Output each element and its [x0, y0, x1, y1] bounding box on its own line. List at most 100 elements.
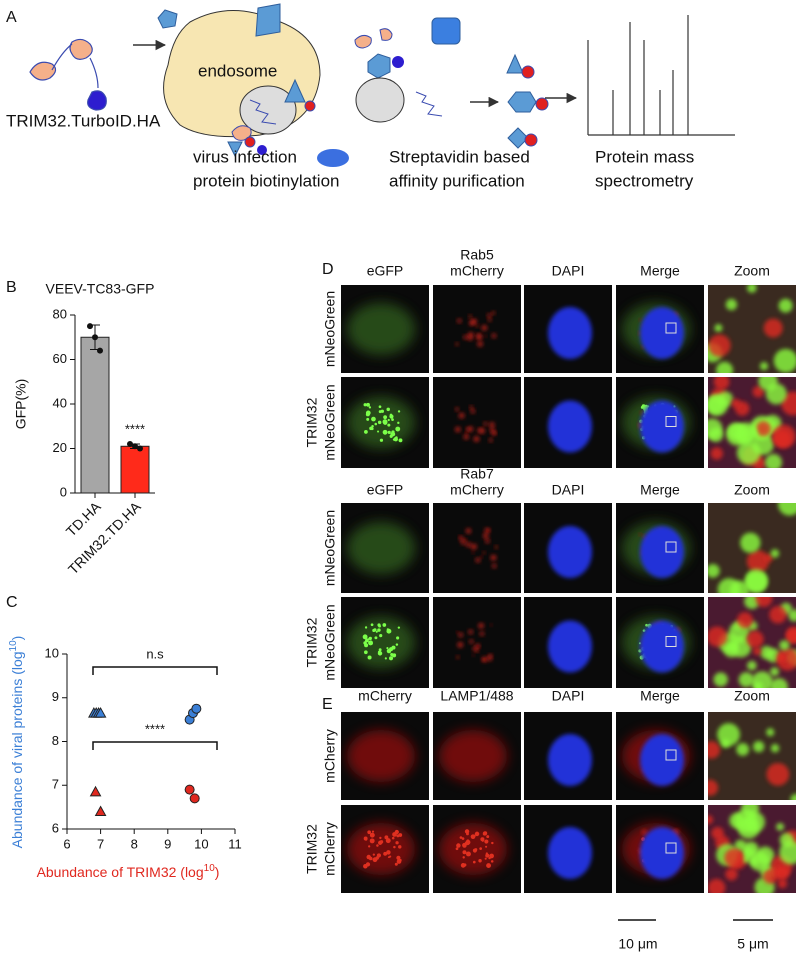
- puncta: [397, 626, 401, 629]
- puncta: [484, 857, 487, 860]
- puncta: [489, 438, 493, 442]
- zoom-puncta: [773, 348, 796, 373]
- x-tick-label: 11: [228, 836, 242, 851]
- puncta: [471, 543, 477, 550]
- puncta: [386, 839, 389, 842]
- puncta: [461, 837, 465, 840]
- micrograph-content: [708, 285, 796, 373]
- puncta: [465, 528, 471, 534]
- puncta: [456, 631, 459, 634]
- puncta: [380, 409, 385, 413]
- puncta: [369, 832, 375, 838]
- puncta: [455, 847, 459, 851]
- data-point: [97, 347, 103, 354]
- micrograph-content: [347, 823, 415, 875]
- puncta: [487, 318, 492, 322]
- puncta: [455, 407, 459, 411]
- puncta: [374, 422, 378, 426]
- cell-signal: [347, 616, 415, 669]
- zoom-puncta: [778, 503, 796, 516]
- nucleus: [548, 526, 592, 578]
- puncta: [645, 623, 648, 627]
- puncta: [379, 634, 383, 638]
- data-point: [132, 443, 138, 450]
- micrograph-content: [548, 400, 592, 453]
- puncta: [456, 843, 461, 848]
- panel-label: A: [6, 9, 17, 26]
- zoom-puncta: [790, 793, 796, 800]
- micrograph-content: [347, 616, 415, 669]
- zoom-puncta: [736, 440, 761, 465]
- puncta: [491, 431, 496, 436]
- micrograph-content: [347, 522, 415, 574]
- nucleus: [548, 827, 592, 879]
- zoom-puncta: [759, 361, 769, 371]
- micrograph-content: [548, 307, 592, 359]
- puncta: [458, 632, 463, 638]
- puncta: [474, 831, 480, 837]
- zoom-puncta: [788, 609, 796, 622]
- row-label: mNeoGreen: [322, 384, 338, 460]
- cell-signal: [347, 522, 415, 574]
- row-label: mCherry: [322, 729, 338, 783]
- puncta: [482, 658, 486, 662]
- puncta: [484, 335, 487, 338]
- row-label: TRIM32: [304, 824, 320, 874]
- puncta: [364, 430, 368, 434]
- zoom-puncta: [708, 395, 725, 414]
- micrograph-content: [347, 730, 415, 782]
- column-header: Zoom: [734, 482, 770, 498]
- puncta: [363, 650, 368, 655]
- cell-signal: [347, 823, 415, 875]
- step-text: affinity purification: [389, 171, 525, 190]
- puncta: [463, 335, 468, 340]
- panel-label: C: [6, 594, 18, 611]
- puncta: [363, 864, 368, 869]
- puncta: [643, 405, 646, 408]
- puncta: [459, 836, 463, 839]
- step-text: virus infection: [193, 147, 297, 166]
- cell-signal: [439, 730, 507, 782]
- puncta: [485, 845, 488, 848]
- micrograph-content: [548, 620, 592, 673]
- row-label: TRIM32: [304, 397, 320, 447]
- puncta: [490, 554, 497, 561]
- zoom-puncta: [764, 453, 783, 468]
- puncta: [392, 832, 397, 837]
- zoom-puncta: [710, 447, 723, 460]
- puncta: [641, 829, 647, 835]
- puncta: [494, 545, 498, 549]
- puncta: [368, 636, 372, 641]
- row-label: mCherry: [322, 822, 338, 876]
- puncta: [364, 838, 368, 841]
- puncta: [371, 424, 374, 428]
- puncta: [398, 845, 402, 849]
- zoom-puncta: [725, 298, 738, 311]
- puncta: [466, 542, 471, 547]
- micrograph-content: [708, 597, 796, 688]
- x-tick-label: 9: [164, 836, 171, 851]
- column-header: eGFP: [367, 263, 404, 279]
- puncta: [386, 647, 389, 650]
- puncta: [455, 426, 461, 433]
- nucleus: [640, 620, 684, 673]
- puncta: [488, 654, 493, 658]
- puncta: [472, 860, 476, 864]
- zoom-puncta: [766, 762, 790, 786]
- zoom-box: [665, 541, 677, 553]
- column-header: Merge: [640, 688, 680, 704]
- zoom-puncta: [774, 866, 790, 881]
- micrograph-content: [548, 526, 592, 578]
- puncta: [378, 624, 381, 628]
- puncta: [372, 857, 378, 863]
- column-header: DAPI: [552, 482, 585, 498]
- zoom-puncta: [746, 660, 757, 671]
- puncta: [377, 420, 382, 425]
- puncta: [367, 830, 372, 835]
- data-point: [94, 707, 107, 718]
- nucleus: [640, 400, 684, 453]
- puncta: [384, 657, 387, 660]
- zoom-puncta: [778, 298, 793, 313]
- puncta: [368, 856, 373, 861]
- step-text: Streptavidin based: [389, 147, 530, 166]
